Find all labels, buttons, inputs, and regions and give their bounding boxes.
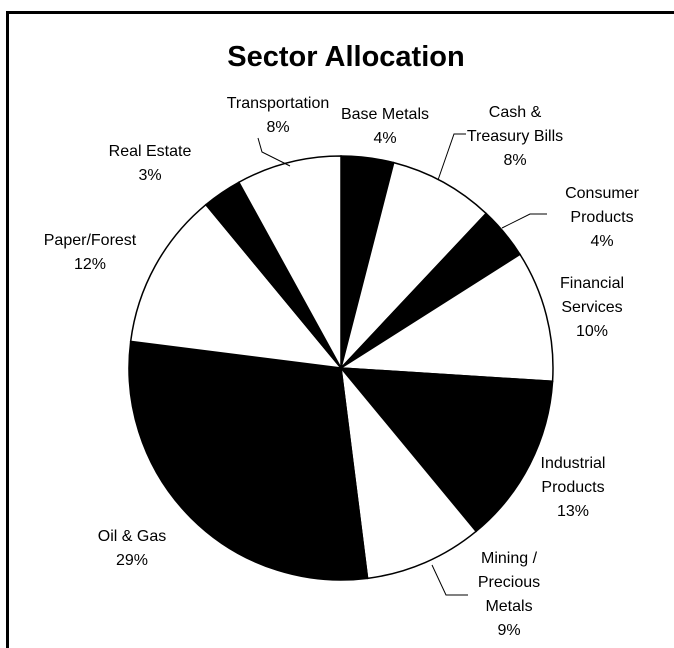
pie-slice bbox=[338, 253, 554, 383]
slice-percent-label: 9% bbox=[497, 622, 520, 639]
slice-category-label: Paper/Forest bbox=[44, 232, 137, 249]
slice-category-label: Products bbox=[570, 209, 633, 226]
slice-category-label: Base Metals bbox=[341, 106, 429, 123]
slice-category-label: Financial bbox=[560, 275, 624, 292]
slice-category-label: Oil & Gas bbox=[98, 528, 166, 545]
chart-title: Sector Allocation bbox=[227, 41, 464, 73]
slice-category-label: Products bbox=[541, 479, 604, 496]
leader-line bbox=[501, 213, 547, 229]
slice-category-label: Real Estate bbox=[109, 143, 192, 160]
slice-percent-label: 8% bbox=[503, 152, 526, 169]
pie-chart bbox=[128, 155, 554, 581]
slice-category-label: Transportation bbox=[227, 95, 330, 112]
leader-line bbox=[437, 133, 466, 181]
slice-percent-label: 29% bbox=[116, 552, 148, 569]
slice-category-label: Industrial bbox=[541, 455, 606, 472]
pie-slice bbox=[129, 203, 343, 369]
slice-category-label: Cash & bbox=[489, 104, 542, 121]
slice-percent-label: 4% bbox=[373, 130, 396, 147]
slice-percent-label: 13% bbox=[557, 503, 589, 520]
pie-slice bbox=[340, 161, 488, 369]
slice-category-label: Consumer bbox=[565, 185, 639, 202]
slice-percent-label: 4% bbox=[590, 233, 613, 250]
slice-percent-label: 8% bbox=[266, 119, 289, 136]
slice-category-label: Mining / bbox=[481, 550, 538, 567]
slice-labels: Base Metals 4% Cash & Treasury Bills 8% Consu… bbox=[44, 95, 640, 639]
slice-category-label: Precious bbox=[478, 574, 540, 591]
slice-category-label: Metals bbox=[485, 598, 532, 615]
leader-line bbox=[431, 564, 468, 596]
slice-percent-label: 3% bbox=[138, 167, 161, 184]
slice-category-label: Services bbox=[561, 299, 622, 316]
pie-slice bbox=[339, 365, 478, 580]
leader-line bbox=[257, 137, 291, 167]
pie-slice bbox=[339, 367, 554, 533]
slice-category-label: Treasury Bills bbox=[467, 128, 563, 145]
pie-slice bbox=[128, 340, 369, 581]
pie-slice bbox=[237, 155, 342, 369]
slice-percent-label: 12% bbox=[74, 256, 106, 273]
slice-percent-label: 10% bbox=[576, 323, 608, 340]
leader-lines bbox=[257, 133, 547, 596]
